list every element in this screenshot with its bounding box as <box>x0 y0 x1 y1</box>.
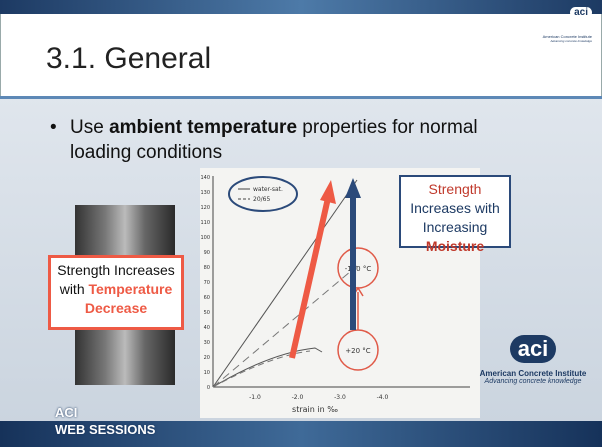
legend-entry: water-sat. <box>253 186 283 193</box>
page: Slide { "header": {"title": "3.1. Genera… <box>0 0 602 447</box>
logo-tagline: Advancing concrete knowledge <box>520 39 592 43</box>
footer-line: ACI <box>55 404 155 421</box>
y-tick-label: 0 <box>207 385 210 391</box>
bullet-bold: ambient temperature <box>109 117 297 138</box>
callout-text: Strength <box>429 181 482 197</box>
x-label: strain in ‰ <box>292 405 338 414</box>
y-tick-label: 70 <box>204 280 210 286</box>
x-tick-label: -4.0 <box>377 394 389 401</box>
x-tick-label: -2.0 <box>292 394 304 401</box>
x-tick-label: -3.0 <box>334 394 346 401</box>
y-tick-label: 140 <box>200 175 210 181</box>
y-tick-label: 40 <box>204 325 210 331</box>
logo: aci American Concrete Institute Advancin… <box>478 335 588 385</box>
legend-entry: 20/65 <box>253 196 270 203</box>
bullet: Use ambient temperature properties for n… <box>50 115 490 165</box>
logo-mark: aci <box>510 335 557 363</box>
callout-text: Increases with Increasing <box>410 200 499 235</box>
annotation: -170 °C <box>345 265 372 273</box>
x-tick-label: -1.0 <box>249 394 261 401</box>
callout-left: Strength Increases with Temperature Decr… <box>48 255 184 330</box>
slide-title: 3.1. General <box>46 42 211 76</box>
y-tick-label: 10 <box>204 370 210 376</box>
y-tick-label: 90 <box>204 250 210 256</box>
top-logo: aci American Concrete Institute Advancin… <box>520 2 592 43</box>
slide: 3.1. General aci American Concrete Insti… <box>0 0 602 447</box>
top-bar <box>0 0 602 14</box>
logo-name: American Concrete Institute <box>478 369 588 378</box>
title-rule <box>0 96 602 99</box>
callout-right: Strength Increases with Increasing Moist… <box>399 175 511 248</box>
logo-mark: aci <box>570 7 592 18</box>
callout-bold: Moisture <box>426 238 484 254</box>
annotation: +20 °C <box>345 347 370 355</box>
y-tick-label: 30 <box>204 340 210 346</box>
footer-line: WEB SESSIONS <box>55 421 155 438</box>
callout-bold: Temperature Decrease <box>85 281 172 316</box>
y-tick-label: 60 <box>204 295 210 301</box>
y-tick-label: 100 <box>200 235 210 241</box>
y-tick-label: 20 <box>204 355 210 361</box>
footer: ACI WEB SESSIONS <box>55 404 155 438</box>
y-tick-label: 130 <box>200 190 210 196</box>
y-tick-label: 80 <box>204 265 210 271</box>
y-tick-label: 120 <box>200 205 210 211</box>
y-tick-label: 110 <box>200 220 210 226</box>
y-tick-label: 50 <box>204 310 210 316</box>
logo-tagline: Advancing concrete knowledge <box>478 378 588 385</box>
bullet-text: Use <box>70 117 109 138</box>
